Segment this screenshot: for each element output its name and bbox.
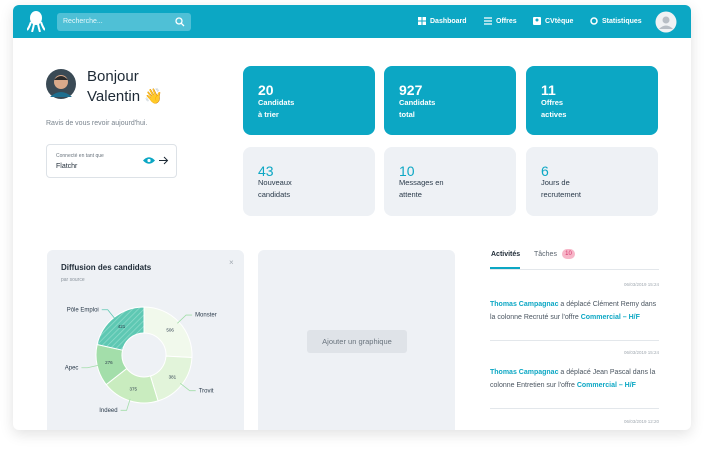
stat-label: Jours de (541, 178, 570, 187)
greeting-line1: Bonjour (87, 68, 139, 85)
segment-value: 506 (166, 327, 174, 332)
tabs-divider (490, 269, 659, 270)
close-button[interactable]: × (229, 258, 234, 267)
stat-value: 10 (399, 163, 415, 179)
stat-card[interactable]: 6 Jours de recrutement (526, 147, 658, 216)
icon (418, 17, 426, 25)
activity-text: Thomas Campagnac a déplacé Jean Pascal d… (490, 366, 660, 392)
activity-time: 06/03/2019 15:24 (623, 282, 659, 287)
segment-label: Trovit (199, 388, 214, 394)
activity-divider (490, 408, 659, 409)
leader-line (81, 364, 100, 369)
stat-label: Candidats (399, 98, 436, 107)
stat-label: recrutement (541, 190, 582, 199)
segment-label: Indeed (99, 408, 117, 414)
user-avatar[interactable] (655, 11, 677, 33)
nav-statistiques[interactable]: Statistiques (590, 17, 642, 25)
nav-offres[interactable]: Offres (484, 17, 517, 25)
icon (590, 17, 598, 25)
stat-label: Candidats (258, 98, 295, 107)
view-icon[interactable] (143, 156, 155, 165)
nav-cvtheque[interactable]: CVtèque (533, 17, 573, 25)
stat-card[interactable]: 927 Candidats total (384, 66, 516, 135)
segment-label: Pôle Emploi (67, 307, 99, 313)
stat-value: 6 (541, 163, 549, 179)
stat-card[interactable]: 10 Messages en attente (384, 147, 516, 216)
segment-label: Monster (195, 313, 217, 319)
stat-label: attente (399, 190, 422, 199)
tasks-badge: 10 (562, 249, 575, 259)
activity-action: a déplacé Jean Pascal dans la colonne En… (490, 369, 656, 389)
stat-value: 927 (399, 82, 423, 98)
account-name: Flatchr (56, 163, 78, 170)
stat-label: actives (541, 110, 567, 119)
segment-value: 381 (169, 374, 177, 379)
nav-dashboard[interactable]: Dashboard (418, 17, 467, 25)
segment-value: 276 (105, 360, 113, 365)
segment-value: 375 (129, 387, 137, 392)
stat-label: Messages en (399, 178, 444, 187)
nav-label: Offres (496, 17, 517, 25)
account-box: Connecté en tant que Flatchr (46, 144, 177, 178)
stat-value: 43 (258, 163, 274, 179)
nav-label: CVtèque (545, 17, 574, 25)
switch-icon[interactable] (159, 156, 169, 165)
chart-title: Diffusion des candidats (61, 263, 152, 272)
leader-line (101, 309, 116, 320)
active-tab-underline (490, 267, 520, 269)
search-icon (175, 17, 185, 27)
stat-label: total (399, 110, 415, 119)
activity-offer[interactable]: Commercial – H/F (576, 382, 636, 389)
activity-time: 06/03/2019 15:24 (623, 350, 659, 355)
add-chart-button[interactable]: Ajouter un graphique (307, 330, 407, 353)
stat-label: Nouveaux (258, 178, 292, 187)
activity-time: 06/03/2019 12:20 (623, 419, 659, 424)
activity-text: Thomas Campagnac a déplacé Clément Remy … (490, 298, 660, 324)
activity-offer[interactable]: Commercial – H/F (580, 314, 640, 321)
stat-value: 20 (258, 82, 274, 98)
nav-label: Dashboard (430, 17, 467, 25)
top-nav: Recherche... Dashboard Offres CVtèque St… (13, 5, 691, 38)
chart-subtitle: par source (61, 277, 85, 283)
empty-chart-card: Ajouter un graphique (258, 250, 455, 430)
stat-value: 11 (541, 82, 556, 98)
stat-label: à trier (258, 110, 279, 119)
segment-label: Apec (65, 365, 79, 371)
icon (533, 17, 541, 25)
segment-value: 421 (118, 324, 126, 329)
activity-divider (490, 340, 659, 341)
stat-card[interactable]: 11 Offres actives (526, 66, 658, 135)
activity-action: a déplacé Clément Remy dans la colonne R… (490, 301, 657, 321)
stat-card[interactable]: 20 Candidats à trier (243, 66, 375, 135)
tab-tasks[interactable]: Tâches (534, 251, 557, 258)
app-window: Recherche... Dashboard Offres CVtèque St… (13, 5, 691, 430)
search-box[interactable]: Recherche... (57, 13, 191, 31)
stat-label: Offres (541, 98, 564, 107)
stat-label: candidats (258, 190, 291, 199)
leader-line (180, 383, 196, 392)
search-placeholder: Recherche... (63, 18, 103, 25)
nav-label: Statistiques (602, 17, 642, 25)
activity-user[interactable]: Thomas Campagnac (490, 301, 559, 308)
leader-line (120, 398, 131, 411)
tab-activities[interactable]: Activités (491, 251, 521, 258)
activity-user[interactable]: Thomas Campagnac (490, 369, 559, 376)
greeting-subtitle: Ravis de vous revoir aujourd'hui. (46, 120, 148, 127)
stat-card[interactable]: 43 Nouveaux candidats (243, 147, 375, 216)
profile-photo (46, 69, 76, 99)
donut-segment (96, 306, 145, 351)
leader-line (177, 314, 193, 324)
greeting-line2: Valentin 👋 (87, 88, 163, 105)
logo[interactable] (27, 10, 45, 32)
account-caption: Connecté en tant que (56, 153, 104, 159)
icon (484, 17, 492, 25)
